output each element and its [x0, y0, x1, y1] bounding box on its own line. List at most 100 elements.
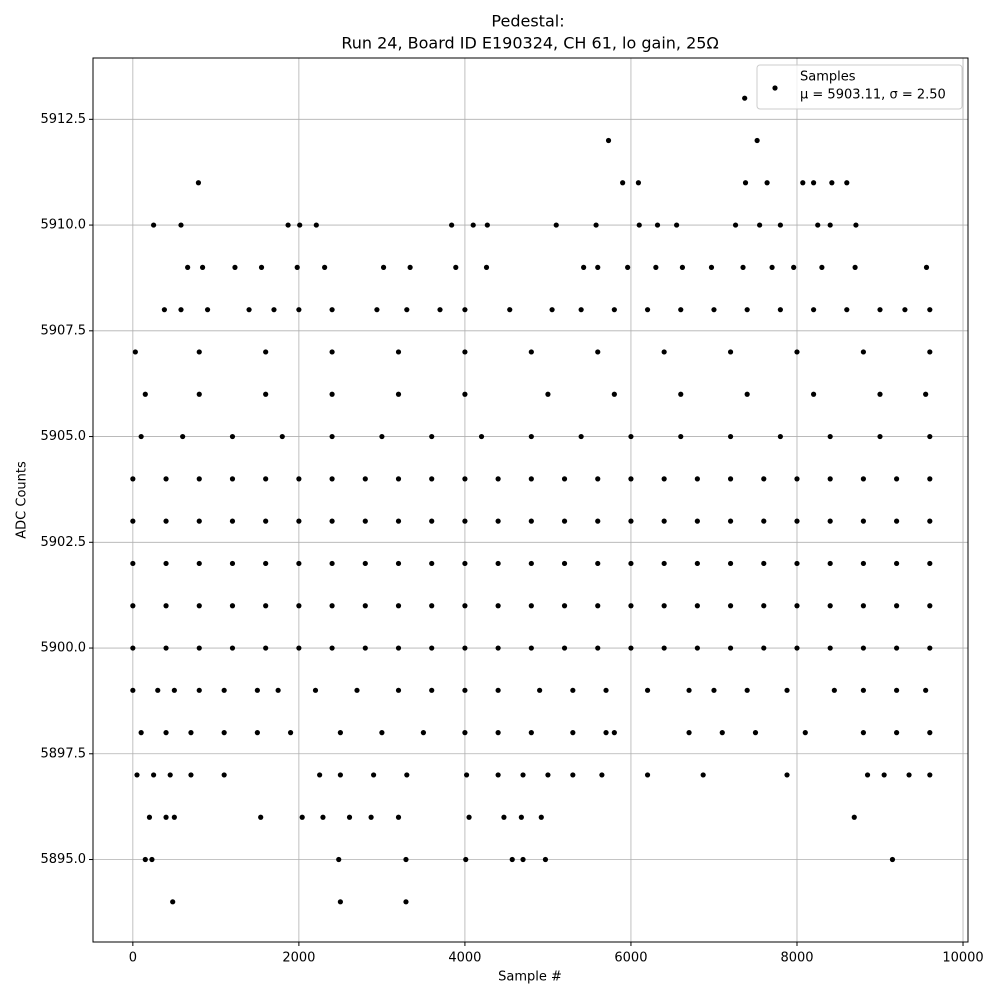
- data-point: [752, 730, 759, 736]
- data-point: [894, 518, 900, 524]
- data-point: [329, 349, 335, 355]
- data-point: [132, 349, 138, 355]
- data-point: [437, 307, 443, 313]
- data-point: [163, 730, 169, 736]
- data-point: [679, 264, 686, 270]
- data-point: [611, 391, 617, 397]
- data-point: [542, 856, 549, 863]
- data-point: [420, 730, 427, 736]
- data-point: [570, 687, 576, 693]
- data-point: [196, 645, 202, 651]
- data-point: [320, 814, 326, 820]
- data-point: [495, 476, 501, 482]
- data-point: [528, 730, 534, 736]
- data-point: [777, 433, 783, 440]
- data-point: [827, 645, 833, 651]
- data-point: [800, 180, 806, 186]
- data-point: [285, 222, 291, 228]
- data-point: [727, 560, 734, 567]
- data-point: [329, 476, 335, 482]
- plot-frame: [92, 57, 969, 943]
- data-point: [130, 560, 136, 567]
- data-point: [130, 687, 136, 693]
- data-point: [199, 264, 206, 270]
- data-point: [484, 222, 490, 228]
- data-point: [881, 772, 887, 778]
- data-point: [171, 814, 177, 820]
- data-point: [761, 603, 767, 609]
- data-point: [661, 645, 667, 651]
- data-point: [877, 433, 883, 440]
- data-point: [678, 391, 684, 397]
- data-point: [860, 645, 866, 651]
- data-point: [180, 433, 186, 440]
- data-point: [322, 264, 328, 270]
- data-point: [927, 772, 933, 778]
- data-point: [403, 856, 409, 863]
- data-point: [744, 687, 750, 693]
- data-point: [354, 687, 360, 693]
- data-point: [362, 518, 368, 524]
- data-point: [661, 476, 667, 482]
- data-point: [794, 349, 800, 355]
- data-point: [678, 433, 684, 440]
- data-point: [449, 222, 455, 228]
- data-point: [827, 518, 833, 524]
- data-point: [232, 264, 238, 270]
- y-tick-label: 5907.5: [41, 323, 87, 338]
- data-point: [379, 433, 385, 440]
- data-point: [258, 814, 264, 820]
- data-point: [130, 645, 136, 651]
- data-point: [889, 856, 896, 863]
- data-point: [163, 518, 169, 524]
- data-point: [603, 687, 609, 693]
- data-point: [654, 222, 661, 228]
- data-point: [163, 560, 169, 567]
- data-point: [923, 264, 930, 270]
- data-point: [894, 687, 900, 693]
- data-point: [894, 476, 900, 482]
- data-point: [495, 730, 501, 736]
- data-point: [329, 560, 335, 567]
- data-point: [877, 391, 883, 397]
- data-point: [462, 645, 468, 651]
- x-tick-label: 4000: [448, 951, 481, 966]
- data-point: [229, 560, 236, 567]
- data-point: [429, 433, 435, 440]
- data-point: [553, 222, 559, 228]
- data-point: [561, 560, 568, 567]
- data-point: [528, 560, 534, 567]
- data-point: [463, 856, 469, 863]
- data-point: [221, 687, 227, 693]
- data-point: [545, 772, 551, 778]
- data-point: [549, 307, 555, 313]
- data-point: [151, 222, 157, 228]
- data-point: [757, 222, 763, 228]
- data-point: [329, 603, 335, 609]
- data-point: [827, 560, 833, 567]
- data-point: [794, 560, 800, 567]
- data-point: [362, 603, 368, 609]
- data-point: [777, 307, 783, 313]
- data-point: [561, 603, 568, 609]
- data-point: [395, 518, 402, 524]
- data-point: [395, 687, 402, 693]
- data-point: [329, 307, 335, 313]
- data-point: [581, 264, 587, 270]
- data-point: [229, 645, 236, 651]
- data-point: [178, 222, 184, 228]
- data-point: [221, 730, 227, 736]
- data-point: [860, 518, 866, 524]
- data-point: [296, 518, 302, 524]
- data-point: [263, 391, 269, 397]
- data-point: [727, 645, 734, 651]
- data-point: [727, 433, 734, 440]
- data-point: [694, 603, 700, 609]
- data-point: [894, 560, 900, 567]
- data-point: [902, 307, 908, 313]
- data-point: [727, 603, 734, 609]
- data-point: [163, 645, 169, 651]
- data-point: [395, 645, 402, 651]
- data-point: [221, 772, 227, 778]
